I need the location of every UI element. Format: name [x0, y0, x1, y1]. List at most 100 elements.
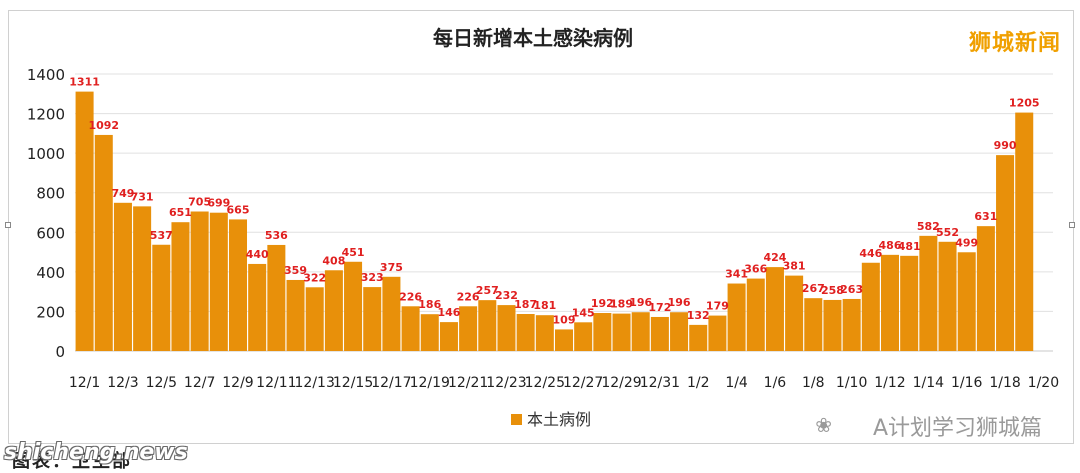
y-tick-label: 1000 [27, 145, 65, 163]
bar [900, 255, 919, 351]
data-label: 1205 [1009, 97, 1040, 110]
data-label: 232 [495, 289, 518, 302]
bar [152, 244, 171, 351]
bar [574, 322, 593, 351]
bar [1015, 112, 1034, 351]
bar [670, 312, 689, 351]
data-label: 257 [476, 284, 499, 297]
data-label: 226 [399, 290, 422, 303]
figure-caption: 图表：卫生部 [12, 451, 132, 472]
data-label: 226 [457, 290, 480, 303]
x-tick-label: 1/16 [951, 375, 983, 391]
x-tick-label: 12/31 [640, 375, 680, 391]
data-label: 705 [188, 196, 211, 209]
bar [765, 267, 784, 351]
x-tick-label: 12/7 [184, 375, 215, 391]
data-label: 631 [974, 210, 997, 223]
bar [75, 91, 94, 351]
x-tick-label: 1/18 [989, 375, 1020, 391]
y-tick-label: 800 [36, 185, 65, 203]
bar [554, 329, 574, 351]
data-labels: 1311109274973153765170569966544053635932… [69, 76, 1039, 327]
data-label: 731 [131, 190, 154, 203]
bar [996, 155, 1015, 351]
bar [209, 212, 228, 351]
bar [305, 287, 324, 351]
bar [785, 275, 804, 351]
data-label: 481 [898, 240, 921, 253]
bar [842, 298, 861, 351]
x-tick-label: 1/14 [913, 375, 945, 391]
legend: 本土病例 [511, 410, 591, 429]
bar [286, 279, 305, 351]
bar [324, 270, 343, 351]
data-label: 109 [553, 313, 576, 326]
data-label: 146 [437, 306, 460, 319]
x-axis-ticks: 12/1 12/3 12/5 12/7 12/9 12/1112/1312/1512/17… [69, 375, 1059, 391]
data-label: 179 [706, 300, 729, 313]
data-label: 582 [917, 220, 940, 233]
bar [708, 315, 727, 351]
data-label: 1311 [69, 76, 100, 89]
x-tick-label: 12/9 [222, 375, 253, 391]
bar [976, 226, 995, 351]
data-label: 665 [227, 203, 250, 216]
data-label: 341 [725, 268, 748, 281]
bar [497, 305, 516, 351]
x-tick-label: 12/11 [256, 375, 296, 391]
data-label: 267 [802, 282, 825, 295]
data-label: 1092 [88, 119, 119, 132]
data-label: 499 [955, 236, 978, 249]
bar [228, 219, 248, 351]
data-label: 258 [821, 284, 844, 297]
bar [861, 262, 880, 351]
data-label: 440 [246, 248, 269, 261]
wechat-icon: ❀ [815, 413, 832, 437]
bar [171, 222, 190, 351]
x-tick-label: 12/25 [525, 375, 565, 391]
chart-frame: 每日新增本土感染病例 0 200 400 600 800 1000 1200 1400 131… [8, 10, 1074, 444]
bar [612, 313, 631, 351]
legend-label: 本土病例 [527, 410, 591, 429]
data-label: 486 [879, 239, 902, 252]
x-tick-label: 12/29 [601, 375, 641, 391]
bar [382, 276, 401, 351]
bar [593, 313, 612, 351]
data-label: 651 [169, 206, 192, 219]
data-label: 749 [111, 187, 134, 200]
bar [133, 206, 152, 351]
y-tick-label: 200 [36, 303, 65, 321]
resize-handle-left[interactable] [5, 222, 11, 228]
data-label: 187 [514, 298, 537, 311]
bar [439, 322, 458, 351]
data-label: 536 [265, 229, 288, 242]
x-tick-label: 12/19 [410, 375, 450, 391]
bar [631, 312, 650, 351]
data-label: 181 [533, 299, 556, 312]
y-tick-label: 1200 [27, 106, 65, 124]
bar [94, 134, 113, 351]
x-tick-label: 12/21 [448, 375, 488, 391]
legend-swatch [511, 414, 522, 425]
y-axis-ticks: 0 200 400 600 800 1000 1200 1400 [27, 66, 65, 361]
resize-handle-right[interactable] [1069, 222, 1075, 228]
bar [363, 287, 382, 351]
bar [267, 244, 286, 351]
x-tick-label: 1/6 [764, 375, 787, 391]
data-label: 172 [648, 301, 671, 314]
bar [804, 298, 823, 351]
data-label: 552 [936, 226, 959, 239]
y-tick-label: 400 [36, 264, 65, 282]
data-label: 189 [610, 298, 633, 311]
chart-title: 每日新增本土感染病例 [433, 26, 633, 50]
data-label: 451 [342, 246, 365, 259]
x-tick-label: 1/4 [725, 375, 748, 391]
x-tick-label: 12/3 [107, 375, 138, 391]
x-tick-label: 12/15 [333, 375, 373, 391]
data-label: 196 [668, 296, 691, 309]
x-tick-label: 12/5 [146, 375, 177, 391]
bar [459, 306, 478, 351]
data-label: 263 [840, 283, 863, 296]
brand-logo-text: 狮城新闻 [968, 31, 1061, 56]
bar [650, 316, 669, 351]
